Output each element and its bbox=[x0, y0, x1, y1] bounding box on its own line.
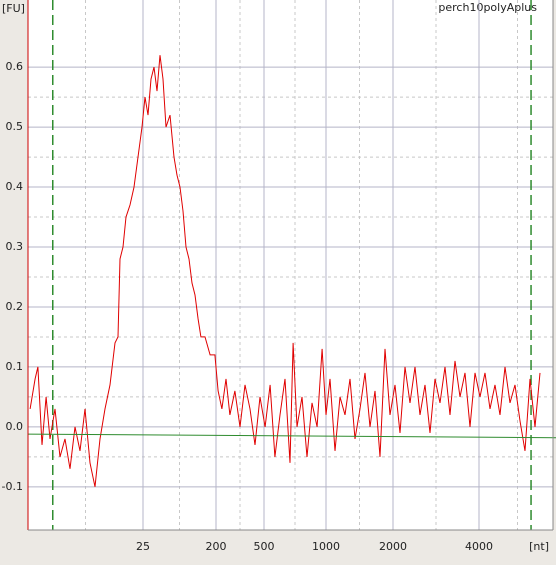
y-tick-label: 0.1 bbox=[6, 360, 24, 373]
x-tick-label: 1000 bbox=[312, 540, 340, 553]
x-tick-label: 25 bbox=[136, 540, 150, 553]
y-tick-label: 0.3 bbox=[6, 240, 24, 253]
data-line bbox=[29, 55, 541, 487]
y-tick-label: 0.5 bbox=[6, 120, 24, 133]
y-tick-label: 0.2 bbox=[6, 300, 24, 313]
chart-title: perch10polyAplus bbox=[438, 1, 537, 14]
y-tick-label: -0.1 bbox=[2, 480, 23, 493]
y-axis-label: [FU] bbox=[2, 2, 25, 15]
x-tick-label: 4000 bbox=[465, 540, 493, 553]
x-axis-label: [nt] bbox=[529, 540, 549, 553]
x-tick-label: 2000 bbox=[379, 540, 407, 553]
x-tick-label: 500 bbox=[254, 540, 275, 553]
data-line bbox=[27, 433, 556, 439]
y-tick-label: 0.0 bbox=[6, 420, 24, 433]
y-tick-label: 0.4 bbox=[6, 180, 24, 193]
x-tick-label: 200 bbox=[206, 540, 227, 553]
y-tick-label: 0.6 bbox=[6, 60, 24, 73]
